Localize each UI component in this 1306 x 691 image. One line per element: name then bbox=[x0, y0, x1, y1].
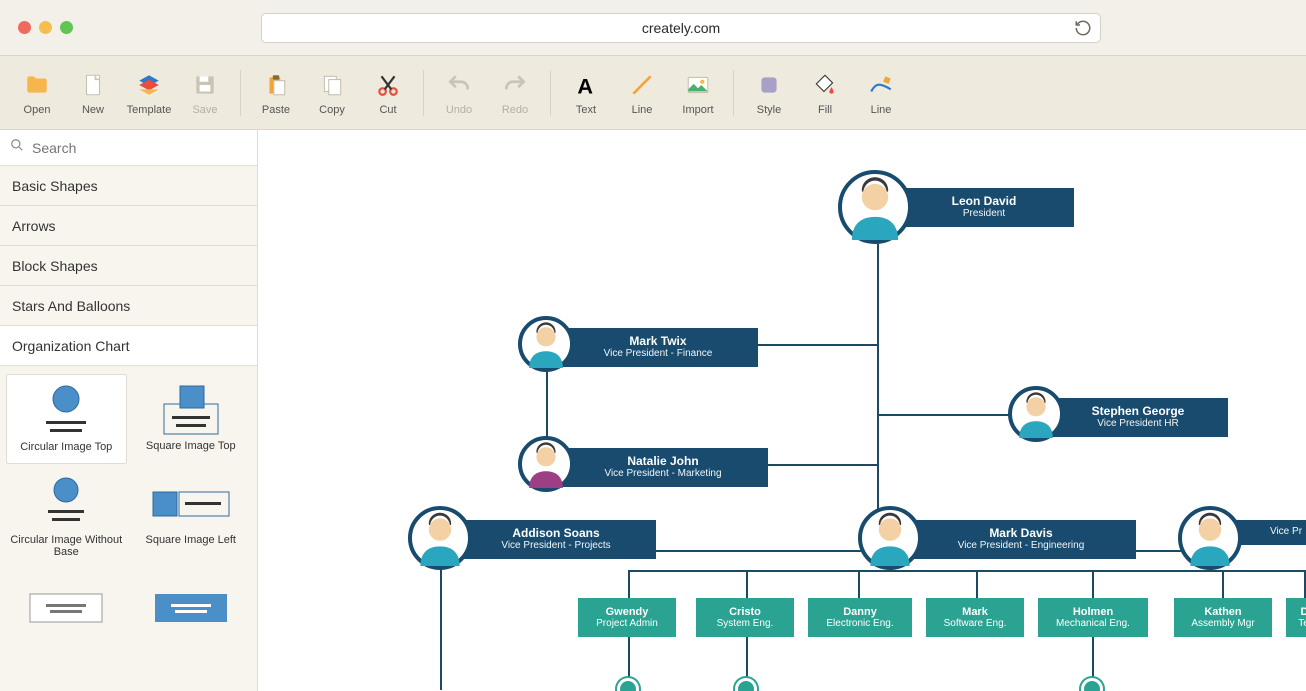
toolbar: OpenNewTemplateSave PasteCopyCut UndoRedo A… bbox=[0, 56, 1306, 130]
address-bar[interactable]: creately.com bbox=[261, 13, 1101, 43]
toolbar-undo-button: Undo bbox=[434, 70, 484, 116]
lineedit-icon bbox=[856, 70, 906, 100]
toolbar-copy-button[interactable]: Copy bbox=[307, 70, 357, 116]
toolbar-cut-button[interactable]: Cut bbox=[363, 70, 413, 116]
sub-node[interactable]: HolmenMechanical Eng. bbox=[1038, 598, 1148, 637]
category-stars-and-balloons[interactable]: Stars And Balloons bbox=[0, 286, 257, 326]
reload-icon[interactable] bbox=[1074, 19, 1092, 40]
text-icon: A bbox=[561, 70, 611, 100]
canvas[interactable]: Leon DavidPresidentMark TwixVice Preside… bbox=[258, 130, 1306, 691]
node-role: Vice President - Finance bbox=[570, 348, 746, 359]
connector bbox=[1222, 570, 1224, 598]
sub-node[interactable]: MarkSoftware Eng. bbox=[926, 598, 1024, 637]
connector bbox=[858, 570, 860, 598]
toolbar-paste-button[interactable]: Paste bbox=[251, 70, 301, 116]
avatar-icon bbox=[408, 506, 472, 570]
address-text: creately.com bbox=[642, 20, 720, 36]
shape-circ-nobase[interactable]: Circular Image Without Base bbox=[6, 468, 127, 568]
save-icon bbox=[180, 70, 230, 100]
style-icon bbox=[744, 70, 794, 100]
mini-avatar-icon bbox=[1081, 678, 1103, 691]
mini-avatar-icon bbox=[735, 678, 757, 691]
toolbar-import-button[interactable]: Import bbox=[673, 70, 723, 116]
avatar-icon bbox=[858, 506, 922, 570]
node-name: Mark Twix bbox=[570, 334, 746, 348]
node-role: Vice President - Engineering bbox=[918, 540, 1124, 551]
shape-sq-top[interactable]: Square Image Top bbox=[131, 374, 252, 464]
avatar-icon bbox=[518, 316, 574, 372]
shape-rect-outline[interactable] bbox=[6, 572, 127, 648]
line-icon bbox=[617, 70, 667, 100]
node-name: Mark Davis bbox=[918, 526, 1124, 540]
svg-text:A: A bbox=[577, 73, 593, 97]
search-icon bbox=[10, 138, 24, 157]
connector bbox=[628, 570, 1306, 572]
category-block-shapes[interactable]: Block Shapes bbox=[0, 246, 257, 286]
search-input[interactable] bbox=[32, 140, 247, 156]
sub-node[interactable]: GwendyProject Admin bbox=[578, 598, 676, 637]
toolbar-text-button[interactable]: AText bbox=[561, 70, 611, 116]
copy-icon bbox=[307, 70, 357, 100]
fill-icon bbox=[800, 70, 850, 100]
toolbar-new-button[interactable]: New bbox=[68, 70, 118, 116]
import-icon bbox=[673, 70, 723, 100]
category-organization-chart[interactable]: Organization Chart bbox=[0, 326, 257, 366]
avatar-icon bbox=[838, 170, 912, 244]
connector bbox=[877, 244, 879, 550]
sub-node[interactable]: DiTes bbox=[1286, 598, 1306, 637]
mini-avatar-icon bbox=[617, 678, 639, 691]
traffic-light[interactable] bbox=[18, 21, 31, 34]
cut-icon bbox=[363, 70, 413, 100]
node-name: Stephen George bbox=[1060, 404, 1216, 418]
avatar-icon bbox=[1008, 386, 1064, 442]
toolbar-open-button[interactable]: Open bbox=[12, 70, 62, 116]
avatar-icon bbox=[1178, 506, 1242, 570]
node-role: Vice President - Projects bbox=[468, 540, 644, 551]
shape-sq-left[interactable]: Square Image Left bbox=[131, 468, 252, 568]
shape-rect-solid[interactable] bbox=[131, 572, 252, 648]
traffic-light[interactable] bbox=[39, 21, 52, 34]
connector bbox=[440, 550, 442, 690]
toolbar-template-button[interactable]: Template bbox=[124, 70, 174, 116]
sub-node[interactable]: DannyElectronic Eng. bbox=[808, 598, 912, 637]
connector bbox=[746, 570, 748, 598]
connector bbox=[976, 570, 978, 598]
node-role: Vice President HR bbox=[1060, 418, 1216, 429]
toolbar-line-button[interactable]: Line bbox=[617, 70, 667, 116]
category-arrows[interactable]: Arrows bbox=[0, 206, 257, 246]
shapes-sidebar: Basic ShapesArrowsBlock ShapesStars And … bbox=[0, 130, 258, 691]
connector bbox=[628, 570, 630, 598]
node-name: Leon David bbox=[906, 194, 1062, 208]
node-role: Vice President - Marketing bbox=[570, 468, 756, 479]
connector bbox=[1092, 570, 1094, 598]
paste-icon bbox=[251, 70, 301, 100]
toolbar-line-button[interactable]: Line bbox=[856, 70, 906, 116]
folder-icon bbox=[12, 70, 62, 100]
category-basic-shapes[interactable]: Basic Shapes bbox=[0, 166, 257, 206]
node-name: Natalie John bbox=[570, 454, 756, 468]
toolbar-redo-button: Redo bbox=[490, 70, 540, 116]
traffic-light[interactable] bbox=[60, 21, 73, 34]
toolbar-fill-button[interactable]: Fill bbox=[800, 70, 850, 116]
node-role: Vice Pr bbox=[1238, 526, 1306, 537]
sub-node[interactable]: KathenAssembly Mgr bbox=[1174, 598, 1272, 637]
search-bar bbox=[0, 130, 257, 166]
mac-titlebar: creately.com bbox=[0, 0, 1306, 56]
toolbar-style-button[interactable]: Style bbox=[744, 70, 794, 116]
toolbar-save-button: Save bbox=[180, 70, 230, 116]
template-icon bbox=[124, 70, 174, 100]
redo-icon bbox=[490, 70, 540, 100]
traffic-lights bbox=[18, 21, 73, 34]
node-role: President bbox=[906, 208, 1062, 219]
newdoc-icon bbox=[68, 70, 118, 100]
node-name: Addison Soans bbox=[468, 526, 644, 540]
avatar-icon bbox=[518, 436, 574, 492]
undo-icon bbox=[434, 70, 484, 100]
shape-circ-top[interactable]: Circular Image Top bbox=[6, 374, 127, 464]
sub-node[interactable]: CristoSystem Eng. bbox=[696, 598, 794, 637]
